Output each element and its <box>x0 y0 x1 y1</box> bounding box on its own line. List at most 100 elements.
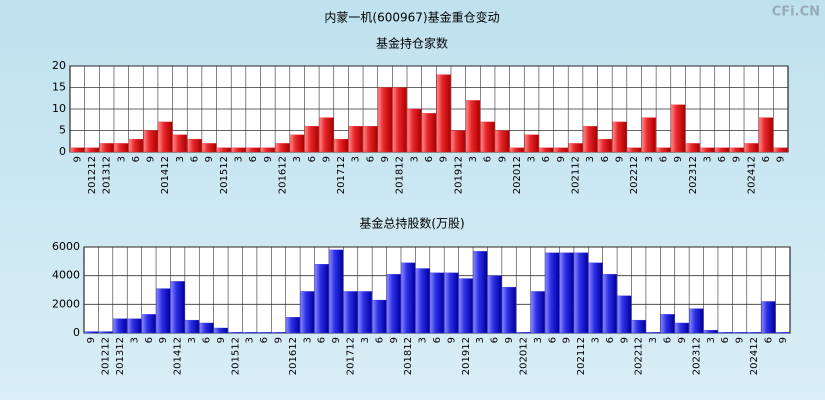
x-tick-label: 9 <box>497 156 508 162</box>
x-tick-label: 6 <box>663 337 674 343</box>
bar <box>158 121 173 153</box>
y-tick-label: 0 <box>73 326 80 339</box>
x-tick-label: 6 <box>763 337 774 343</box>
bar <box>761 301 776 334</box>
x-tick-label: 6 <box>720 337 731 343</box>
bar <box>304 126 319 153</box>
bar <box>377 87 393 153</box>
bar <box>319 117 334 153</box>
x-tick-label: 3 <box>706 337 717 343</box>
x-tick-label: 3 <box>475 337 486 343</box>
bar <box>415 268 430 334</box>
x-tick-label: 9 <box>778 337 789 343</box>
bar <box>187 138 202 153</box>
y-tick-label: 5 <box>59 124 66 137</box>
x-tick-label: 3 <box>702 156 713 162</box>
bar <box>172 134 188 153</box>
x-tick-label: 6 <box>201 337 212 343</box>
x-tick-label: 201812 <box>403 337 414 375</box>
x-tick-label: 6 <box>761 156 772 162</box>
x-tick-label: 3 <box>590 337 601 343</box>
x-tick-label: 6 <box>248 156 259 162</box>
chart-title: 基金总持股数(万股) <box>359 216 464 231</box>
bar <box>99 143 114 153</box>
bar <box>184 319 200 334</box>
x-tick-label: 6 <box>317 337 328 343</box>
x-tick-label: 202112 <box>571 156 582 194</box>
x-tick-label: 9 <box>380 156 391 162</box>
x-tick-label: 9 <box>504 337 515 343</box>
x-tick-label: 3 <box>648 337 659 343</box>
bar <box>407 108 422 153</box>
x-tick-label: 6 <box>490 337 501 343</box>
x-tick-label: 6 <box>374 337 385 343</box>
page-title: 内蒙一机(600967)基金重仓变动 <box>324 10 499 25</box>
x-tick-label: 6 <box>365 156 376 162</box>
x-tick-label: 9 <box>158 337 169 343</box>
bar <box>444 272 459 334</box>
bar <box>465 100 481 153</box>
x-tick-label: 9 <box>86 337 97 343</box>
bar <box>670 104 686 153</box>
x-tick-label: 3 <box>585 156 596 162</box>
bar <box>631 319 646 334</box>
y-tick-label: 4000 <box>52 269 80 282</box>
x-tick-label: 201312 <box>115 337 126 375</box>
bar <box>646 332 661 334</box>
bar <box>685 143 700 153</box>
x-tick-label: 6 <box>307 156 318 162</box>
x-tick-label: 6 <box>259 337 270 343</box>
x-tick-label: 201612 <box>288 337 299 375</box>
bar <box>112 318 128 334</box>
bar <box>545 252 560 334</box>
x-tick-label: 201912 <box>453 156 464 194</box>
x-tick-label: 202312 <box>691 337 702 375</box>
bar <box>480 121 495 153</box>
x-tick-label: 6 <box>131 156 142 162</box>
bar <box>516 332 531 334</box>
x-tick-label: 9 <box>204 156 215 162</box>
x-tick-label: 201412 <box>160 156 171 194</box>
x-tick-label: 6 <box>600 156 611 162</box>
bar <box>231 147 246 153</box>
x-tick-label: 6 <box>658 156 669 162</box>
x-tick-label: 6 <box>424 156 435 162</box>
x-tick-label: 3 <box>360 337 371 343</box>
y-tick-label: 6000 <box>52 240 80 253</box>
bar <box>729 147 744 153</box>
x-tick-label: 9 <box>216 337 227 343</box>
x-tick-label: 6 <box>717 156 728 162</box>
bar <box>718 332 733 334</box>
y-tick-label: 15 <box>52 81 66 94</box>
bar <box>487 275 502 334</box>
bar <box>84 331 99 334</box>
bar <box>660 314 675 334</box>
x-tick-label: 9 <box>331 337 342 343</box>
x-tick-label: 9 <box>72 156 83 162</box>
x-tick-label: 201212 <box>101 337 112 375</box>
bar <box>509 147 525 153</box>
bar <box>703 329 718 334</box>
bar <box>127 318 142 334</box>
x-tick-label: 6 <box>190 156 201 162</box>
bar <box>242 332 257 334</box>
watermark: CFi.CN <box>772 5 820 20</box>
x-tick-label: 3 <box>409 156 420 162</box>
bar <box>386 274 401 334</box>
x-tick-label: 3 <box>418 337 429 343</box>
x-tick-label: 202412 <box>749 337 760 375</box>
bar <box>170 281 185 334</box>
x-tick-label: 202012 <box>512 156 523 194</box>
bar <box>156 288 171 334</box>
x-tick-label: 6 <box>144 337 155 343</box>
x-tick-label: 202212 <box>629 156 640 194</box>
bar <box>357 291 373 334</box>
bar <box>451 130 466 153</box>
bar <box>758 117 774 153</box>
bar <box>202 143 217 153</box>
bar <box>700 147 715 153</box>
x-tick-label: 3 <box>129 337 140 343</box>
x-tick-label: 3 <box>468 156 479 162</box>
bar <box>436 74 451 153</box>
bar <box>329 249 344 334</box>
